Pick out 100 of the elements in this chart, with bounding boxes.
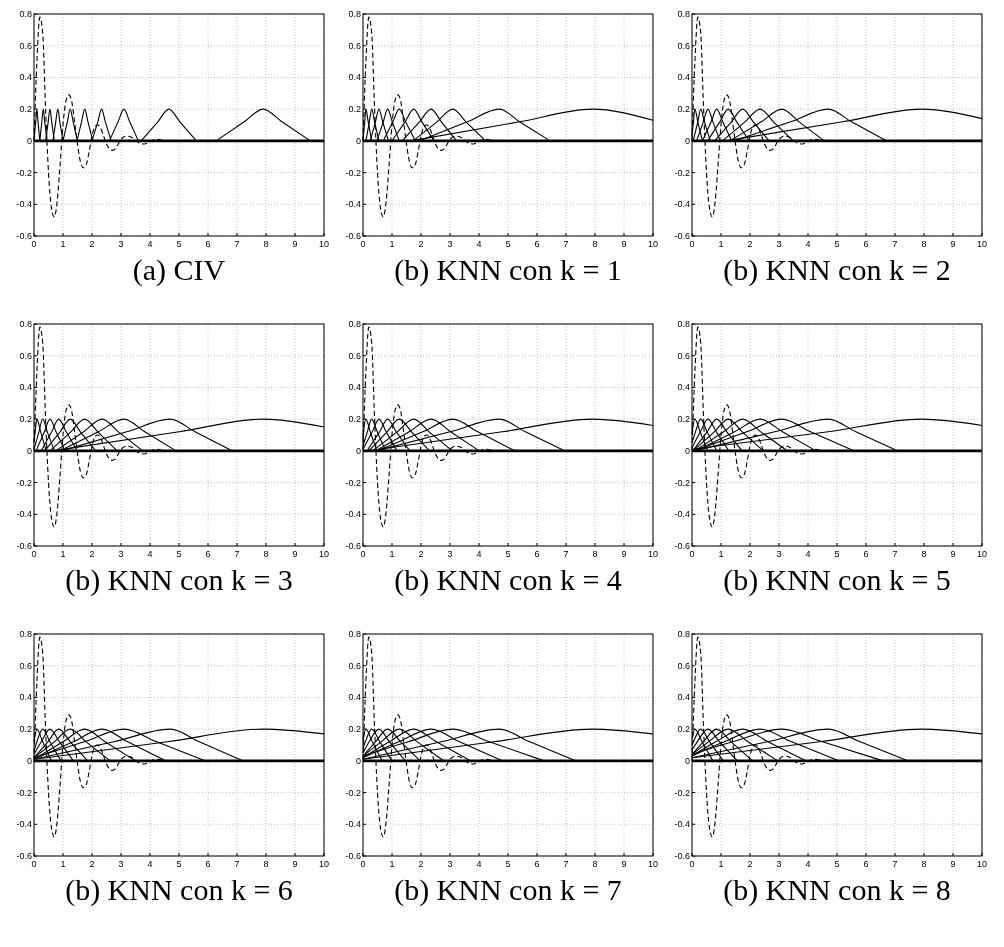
x-tick-label: 1 xyxy=(60,859,66,869)
x-tick-label: 9 xyxy=(292,859,298,869)
y-tick-label: 0.2 xyxy=(19,104,32,115)
x-tick-label: 4 xyxy=(805,549,811,559)
y-tick-label: -0.2 xyxy=(16,787,32,798)
x-tick-label: 10 xyxy=(318,549,330,559)
y-tick-label: 0 xyxy=(26,755,32,766)
x-tick-label: 5 xyxy=(176,859,182,869)
y-tick-label: 0.2 xyxy=(348,104,361,115)
x-tick-label: 9 xyxy=(621,549,627,559)
y-tick-label: 0.4 xyxy=(677,382,690,393)
y-tick-label: 0.2 xyxy=(348,724,361,735)
y-tick-label: -0.6 xyxy=(345,541,361,551)
y-tick-label: -0.2 xyxy=(674,167,690,178)
y-tick-label: 0.4 xyxy=(348,72,361,83)
y-tick-label: -0.4 xyxy=(674,819,690,830)
x-tick-label: 5 xyxy=(834,859,840,869)
y-tick-label: 0.2 xyxy=(677,414,690,425)
x-tick-label: 8 xyxy=(263,859,269,869)
x-tick-label: 2 xyxy=(418,239,424,249)
x-tick-label: 7 xyxy=(234,859,240,869)
x-tick-label: 9 xyxy=(621,859,627,869)
x-tick-label: 1 xyxy=(389,859,395,869)
y-tick-label: -0.4 xyxy=(16,199,32,210)
x-tick-label: 6 xyxy=(863,239,869,249)
x-tick-label: 7 xyxy=(892,239,898,249)
x-tick-label: 3 xyxy=(776,859,782,869)
y-tick-label: 0.8 xyxy=(348,9,361,19)
y-tick-label: 0 xyxy=(26,135,32,146)
y-tick-label: 0.4 xyxy=(348,382,361,393)
x-tick-label: 3 xyxy=(118,859,124,869)
x-tick-label: 8 xyxy=(263,239,269,249)
x-tick-label: 2 xyxy=(89,549,95,559)
x-tick-label: 9 xyxy=(950,239,956,249)
x-tick-label: 10 xyxy=(647,549,659,559)
x-tick-label: 1 xyxy=(389,549,395,559)
x-tick-label: 3 xyxy=(447,239,453,249)
x-tick-label: 5 xyxy=(505,239,511,249)
x-tick-label: 2 xyxy=(418,549,424,559)
x-tick-label: 1 xyxy=(389,239,395,249)
x-tick-label: 10 xyxy=(976,859,988,869)
x-tick-label: 8 xyxy=(921,859,927,869)
y-tick-label: 0.6 xyxy=(19,660,32,671)
y-tick-label: 0.8 xyxy=(348,319,361,329)
x-tick-label: 10 xyxy=(647,859,659,869)
y-tick-label: 0.8 xyxy=(348,629,361,639)
y-tick-label: 0.6 xyxy=(348,350,361,361)
x-tick-label: 6 xyxy=(863,549,869,559)
x-tick-label: 6 xyxy=(205,239,211,249)
x-tick-label: 7 xyxy=(892,549,898,559)
x-tick-label: 9 xyxy=(292,549,298,559)
y-tick-label: 0.2 xyxy=(19,414,32,425)
y-tick-label: 0.8 xyxy=(19,9,32,19)
x-tick-label: 10 xyxy=(976,239,988,249)
y-tick-label: -0.2 xyxy=(674,787,690,798)
x-tick-label: 7 xyxy=(234,239,240,249)
y-tick-label: -0.6 xyxy=(16,851,32,861)
y-tick-label: -0.4 xyxy=(674,509,690,520)
x-tick-label: 4 xyxy=(476,859,482,869)
x-tick-label: 7 xyxy=(234,549,240,559)
y-tick-label: 0 xyxy=(684,445,690,456)
x-tick-label: 5 xyxy=(834,549,840,559)
x-tick-label: 5 xyxy=(834,239,840,249)
x-tick-label: 7 xyxy=(892,859,898,869)
y-tick-label: 0.4 xyxy=(19,72,32,83)
x-tick-label: 3 xyxy=(776,549,782,559)
x-tick-label: 10 xyxy=(318,239,330,249)
text: (b) KNN con k = 1 xyxy=(394,253,622,287)
x-tick-label: 1 xyxy=(60,549,66,559)
y-tick-label: 0.8 xyxy=(677,319,690,329)
x-tick-label: 4 xyxy=(476,239,482,249)
y-tick-label: 0.8 xyxy=(677,629,690,639)
x-tick-label: 4 xyxy=(805,239,811,249)
y-tick-label: -0.6 xyxy=(16,231,32,241)
y-tick-label: -0.2 xyxy=(345,477,361,488)
y-tick-label: -0.6 xyxy=(16,541,32,551)
x-tick-label: 6 xyxy=(534,859,540,869)
x-tick-label: 10 xyxy=(976,549,988,559)
x-tick-label: 9 xyxy=(950,859,956,869)
y-tick-label: 0.2 xyxy=(677,104,690,115)
x-tick-label: 4 xyxy=(805,859,811,869)
y-tick-label: -0.2 xyxy=(345,167,361,178)
y-tick-label: -0.4 xyxy=(16,819,32,830)
y-tick-label: 0.8 xyxy=(19,629,32,639)
y-tick-label: -0.4 xyxy=(345,509,361,520)
x-tick-label: 8 xyxy=(921,549,927,559)
x-tick-label: 4 xyxy=(476,549,482,559)
text: (b) KNN con k = 8 xyxy=(723,873,951,907)
y-tick-label: 0.6 xyxy=(677,40,690,51)
y-tick-label: 0 xyxy=(355,135,361,146)
y-tick-label: -0.2 xyxy=(674,477,690,488)
x-tick-label: 3 xyxy=(118,239,124,249)
x-tick-label: 2 xyxy=(89,239,95,249)
x-tick-label: 8 xyxy=(592,859,598,869)
x-tick-label: 5 xyxy=(505,549,511,559)
x-tick-label: 5 xyxy=(176,239,182,249)
y-tick-label: 0.4 xyxy=(677,72,690,83)
x-tick-label: 7 xyxy=(563,859,569,869)
y-tick-label: 0.4 xyxy=(348,692,361,703)
y-tick-label: -0.6 xyxy=(345,851,361,861)
